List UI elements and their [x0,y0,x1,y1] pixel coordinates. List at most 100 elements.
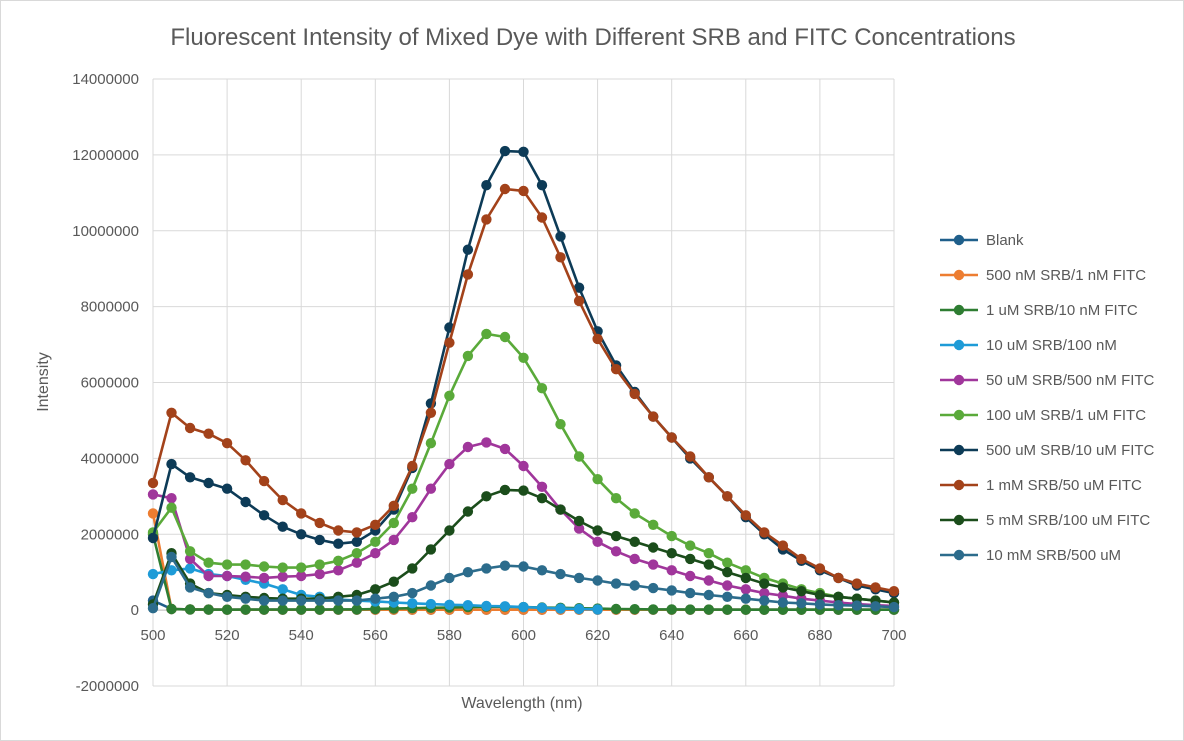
data-point [221,591,233,602]
data-point [555,504,566,515]
legend-swatch-marker [953,339,965,351]
legend-label: 5 mM SRB/100 uM FITC [986,512,1150,529]
legend-item: 10 mM SRB/500 uM [940,547,1121,564]
data-point [258,604,270,615]
data-point [240,571,251,582]
data-point [777,604,789,615]
data-point [610,546,622,557]
x-tick-label: 520 [215,627,240,644]
data-point [370,536,381,547]
data-point [777,540,789,551]
data-point [666,432,677,443]
data-point [351,595,362,606]
series-10-mm-srb-500-um [147,551,900,614]
data-point [573,451,585,462]
data-point [648,542,659,553]
data-point [703,559,714,570]
data-point [592,575,603,586]
legend-swatch-marker [953,304,965,316]
legend-label: 500 uM SRB/10 uM FITC [986,442,1155,459]
data-point [499,145,511,157]
data-point [703,548,714,559]
data-point [258,572,270,584]
data-point [388,500,399,511]
data-point [777,597,789,608]
data-point [629,604,640,615]
data-point [481,214,492,225]
data-point [407,460,418,472]
data-point [740,593,751,604]
data-point [407,563,418,574]
data-point [833,600,844,611]
data-point [759,604,770,615]
legend-label: 100 uM SRB/1 uM FITC [986,407,1146,424]
data-point [333,604,344,615]
data-point [592,604,603,615]
data-point [481,437,492,448]
y-tick-label: 10000000 [72,223,139,240]
data-point [518,561,529,572]
data-point [666,530,677,542]
data-point [722,557,733,568]
data-point [685,570,696,582]
data-point [629,553,640,565]
x-tick-label: 660 [733,627,758,644]
data-point [203,587,214,599]
data-point [518,485,529,496]
data-point [184,563,196,574]
legend-swatch-marker [953,514,965,526]
data-point [536,602,548,613]
data-point [573,523,585,534]
data-point [814,599,826,610]
legend-swatch-marker [953,374,965,386]
data-point [240,593,251,604]
data-point [740,604,751,615]
data-point [221,483,233,494]
data-point [184,604,196,615]
x-tick-label: 540 [289,627,314,644]
data-point [814,563,826,574]
data-point [648,604,659,615]
x-tick-label: 600 [511,627,536,644]
data-point [296,508,307,519]
data-point [203,604,214,615]
data-point [870,582,881,593]
data-point [573,572,585,584]
data-point [629,536,640,547]
data-point [685,604,696,615]
data-point [536,212,548,223]
data-point [147,508,159,519]
data-point [240,496,251,508]
data-point [388,517,399,529]
data-point [314,604,325,615]
data-point [555,603,566,614]
data-point [629,580,640,591]
data-point [610,364,622,375]
data-point [296,529,307,540]
data-point [277,595,288,606]
series-group [147,145,900,615]
data-point [147,568,159,580]
data-point [277,584,288,595]
data-point [685,540,696,551]
data-point [444,525,455,536]
x-tick-label: 680 [807,627,832,644]
legend-item: 5 mM SRB/100 uM FITC [940,512,1150,529]
data-point [314,517,325,529]
data-point [296,570,307,582]
data-point [407,587,418,599]
y-tick-label: 2000000 [81,526,139,543]
data-point [759,595,770,606]
legend-item: 1 uM SRB/10 nM FITC [940,302,1138,319]
data-point [314,559,325,570]
legend-label: 1 mM SRB/50 uM FITC [986,477,1142,494]
chart-title: Fluorescent Intensity of Mixed Dye with … [170,24,1015,51]
data-point [796,553,807,565]
data-point [555,419,566,430]
data-point [240,604,251,615]
legend-swatch-marker [953,409,965,421]
x-tick-label: 640 [659,627,684,644]
data-point [481,328,492,340]
legend-item: 500 uM SRB/10 uM FITC [940,442,1155,459]
data-point [629,508,640,519]
